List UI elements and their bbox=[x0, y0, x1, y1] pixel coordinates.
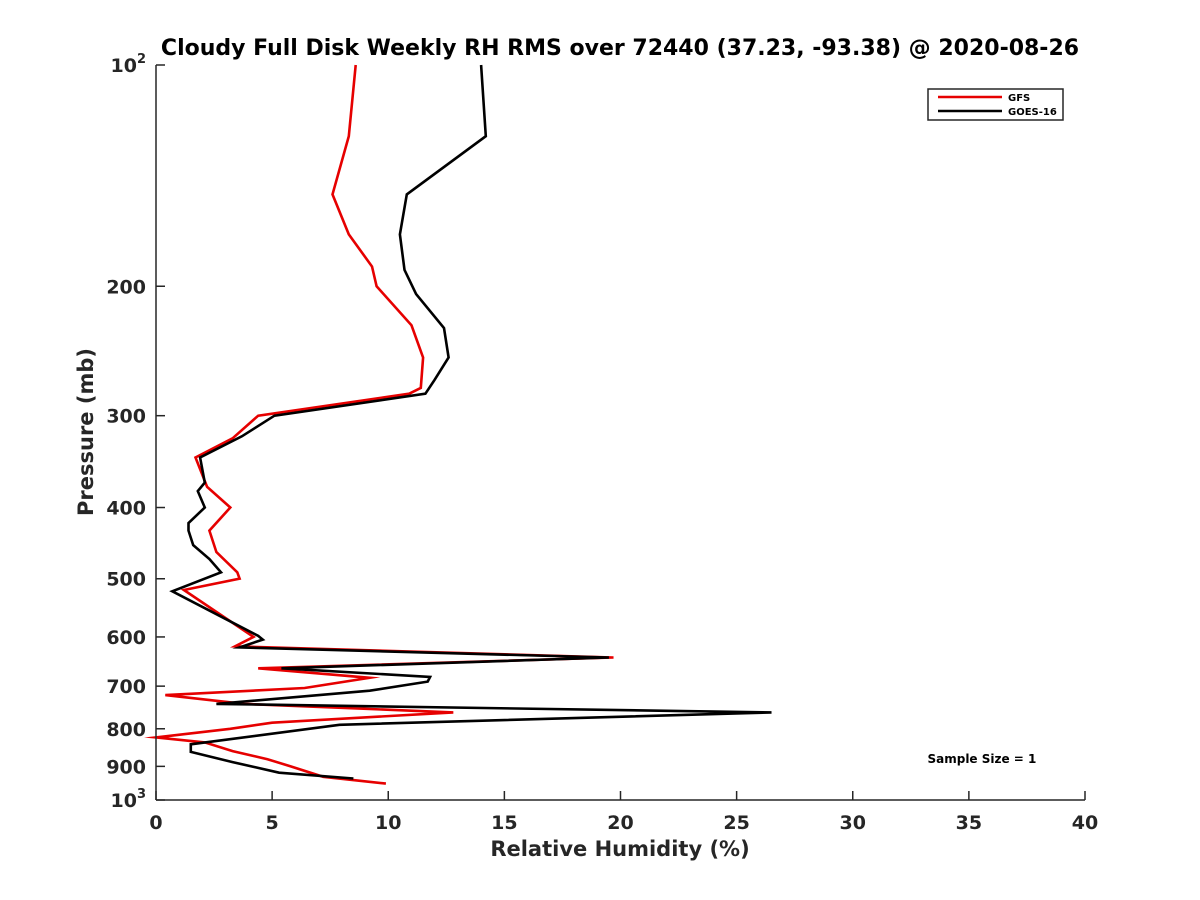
y-tick-label: 400 bbox=[106, 498, 146, 520]
x-tick-label: 35 bbox=[956, 812, 982, 834]
x-tick-label: 15 bbox=[491, 812, 517, 834]
y-tick-label: 900 bbox=[106, 756, 146, 778]
y-tick-label: 800 bbox=[106, 719, 146, 741]
legend-label-gfs: GFS bbox=[1008, 93, 1030, 104]
plot-area bbox=[156, 65, 1085, 800]
y-tick-label: 500 bbox=[106, 569, 146, 591]
legend-box bbox=[927, 88, 1064, 121]
y-tick-label: 600 bbox=[106, 627, 146, 649]
sample-size-annotation: Sample Size = 1 bbox=[927, 752, 1036, 766]
annotation-layer: Sample Size = 1 bbox=[927, 752, 1036, 766]
chart-title: Cloudy Full Disk Weekly RH RMS over 7244… bbox=[161, 36, 1079, 61]
y-tick-label: 102 bbox=[111, 52, 147, 77]
x-tick-label: 0 bbox=[149, 812, 162, 834]
plot-background bbox=[156, 65, 1085, 800]
series-line-goes-16 bbox=[169, 64, 772, 780]
series-layer bbox=[144, 64, 772, 785]
y-tick-label: 300 bbox=[106, 406, 146, 428]
x-tick-label: 40 bbox=[1072, 812, 1098, 834]
axes-layer: 0 5 10 15 20 25 30 35 40 102 200 300 400 500 600 700 800… bbox=[106, 52, 1098, 834]
y-tick-label: 103 bbox=[111, 787, 147, 812]
y-axis-title: Pressure (mb) bbox=[74, 348, 98, 516]
x-tick-label: 5 bbox=[266, 812, 279, 834]
series-line-gfs bbox=[144, 64, 614, 785]
x-tick-label: 20 bbox=[607, 812, 633, 834]
x-axis-title: Relative Humidity (%) bbox=[490, 837, 749, 861]
y-tick-label: 200 bbox=[106, 276, 146, 298]
y-tick-label: 700 bbox=[106, 676, 146, 698]
legend-label-goes-16: GOES-16 bbox=[1008, 107, 1057, 118]
x-tick-label: 25 bbox=[723, 812, 749, 834]
x-tick-label: 30 bbox=[840, 812, 866, 834]
x-tick-label: 10 bbox=[375, 812, 401, 834]
legend: GFS GOES-16 bbox=[927, 88, 1064, 121]
